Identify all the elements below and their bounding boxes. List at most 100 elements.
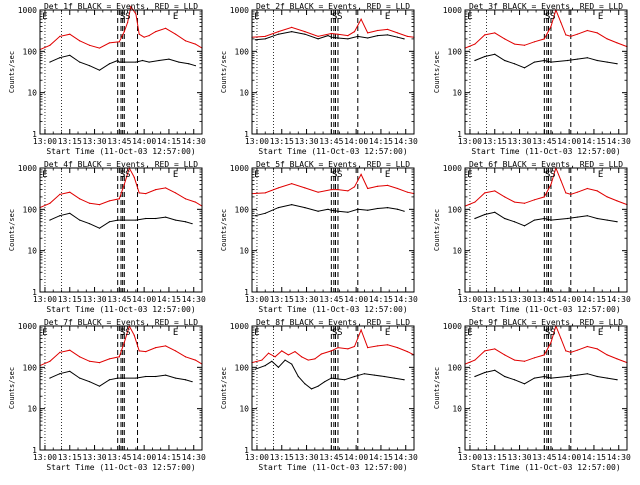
lld-data-point [108, 358, 111, 360]
marker-start-label: S [332, 12, 337, 22]
lld-data-point [616, 358, 618, 360]
events-data-point [523, 383, 526, 385]
x-tick-label: 13:30 [295, 453, 319, 462]
events-data-point [403, 379, 405, 381]
marker-end-label: E [254, 328, 259, 338]
marker-end-label: E [467, 328, 472, 338]
x-tick-label: 14:30 [182, 295, 206, 304]
lld-series-line [39, 166, 203, 209]
lld-data-point [367, 32, 369, 34]
y-tick-label: 1000 [18, 322, 37, 331]
panel-det-3f: 1 10 100 1000 13:00 13:15 13:30 13:45 14:00 14:15… [433, 2, 631, 156]
lld-data-point [49, 360, 51, 362]
plot-frame [464, 325, 628, 451]
lld-data-point [79, 356, 81, 358]
plot-frame [464, 167, 628, 293]
lld-data-point [165, 27, 167, 29]
lld-data-point [360, 18, 362, 20]
marker-end-label: E [42, 12, 47, 22]
panel-title: Det 3f BLACK = Events, RED = LLD [469, 2, 623, 11]
lld-series-line [251, 328, 415, 364]
marker-start-label: S [332, 328, 337, 338]
y-tick-label: 1000 [443, 164, 462, 173]
marker-start-label: S [332, 170, 337, 180]
lld-data-point [560, 21, 562, 24]
events-data-point [586, 57, 588, 59]
events-data-point [317, 38, 319, 40]
y-tick-label: 1 [457, 288, 462, 297]
events-data-point [277, 366, 280, 368]
events-data-point [174, 377, 177, 379]
plot-frame [39, 167, 203, 293]
y-axis-label: Counts/sec [8, 51, 16, 93]
lld-data-point [494, 32, 496, 34]
y-tick-label: 100 [448, 205, 463, 214]
lld-data-point [143, 36, 145, 38]
events-data-point [566, 217, 569, 220]
events-data-point [69, 54, 71, 56]
lld-data-point [596, 348, 598, 350]
lld-data-point [330, 350, 332, 352]
lld-data-point [155, 31, 157, 33]
lld-data-point [560, 179, 562, 182]
lld-data-point [155, 189, 157, 191]
events-data-point [513, 221, 516, 223]
lld-data-point [386, 184, 389, 186]
panel-title: Det 9f BLACK = Events, RED = LLD [469, 318, 623, 327]
lld-data-point [291, 182, 293, 185]
events-data-point [576, 58, 579, 60]
x-tick-label: 14:00 [557, 137, 581, 146]
lld-data-point [484, 192, 486, 194]
lld-data-point [550, 341, 552, 344]
lld-data-point [138, 33, 140, 35]
marker-start-label: S [120, 328, 125, 338]
events-data-point [343, 379, 346, 381]
lld-data-point [291, 26, 293, 28]
lld-data-point [49, 202, 51, 204]
lld-data-point [474, 43, 476, 45]
y-tick-label: 10 [239, 247, 249, 256]
x-tick-label: 13:45 [107, 295, 131, 304]
lld-data-point [59, 193, 61, 195]
lld-data-point [79, 40, 81, 42]
x-tick-label: 14:15 [582, 453, 606, 462]
y-tick-label: 10 [452, 89, 462, 98]
events-data-point [155, 217, 157, 220]
x-tick-label: 13:30 [83, 137, 107, 146]
lld-data-point [118, 41, 120, 43]
events-data-point [118, 61, 120, 63]
x-axis-label: Start Time (11-Oct-03 12:57:00) [258, 147, 407, 156]
events-data-point [586, 373, 588, 375]
x-tick-label: 13:45 [107, 137, 131, 146]
lld-data-point [347, 190, 349, 192]
y-tick-label: 10 [27, 247, 37, 256]
marker-end-label: E [173, 170, 178, 180]
lld-data-point [320, 353, 323, 355]
events-data-point [327, 208, 329, 210]
events-data-point [304, 33, 306, 35]
x-axis-label: Start Time (11-Oct-03 12:57:00) [258, 305, 407, 314]
x-axis-label: Start Time (11-Oct-03 12:57:00) [471, 147, 620, 156]
lld-data-point [277, 187, 280, 189]
events-data-point [98, 69, 101, 71]
events-data-point [264, 212, 266, 214]
y-tick-label: 1 [457, 446, 462, 455]
lld-data-point [565, 192, 567, 194]
events-data-point [191, 381, 193, 383]
x-axis-label: Start Time (11-Oct-03 12:57:00) [46, 147, 195, 156]
x-tick-label: 13:45 [532, 453, 556, 462]
events-data-point [367, 209, 369, 211]
events-data-point [543, 375, 545, 378]
x-tick-label: 13:00 [245, 295, 269, 304]
events-data-point [108, 379, 111, 381]
events-data-point [523, 67, 526, 69]
x-axis-label: Start Time (11-Oct-03 12:57:00) [258, 463, 407, 472]
marker-end-label: E [385, 170, 390, 180]
lld-data-point [304, 187, 306, 189]
lld-data-point [586, 345, 588, 348]
lld-data-point [616, 200, 618, 202]
events-data-point [494, 53, 496, 55]
lld-series-line [39, 324, 203, 367]
plot-frame [39, 325, 203, 451]
